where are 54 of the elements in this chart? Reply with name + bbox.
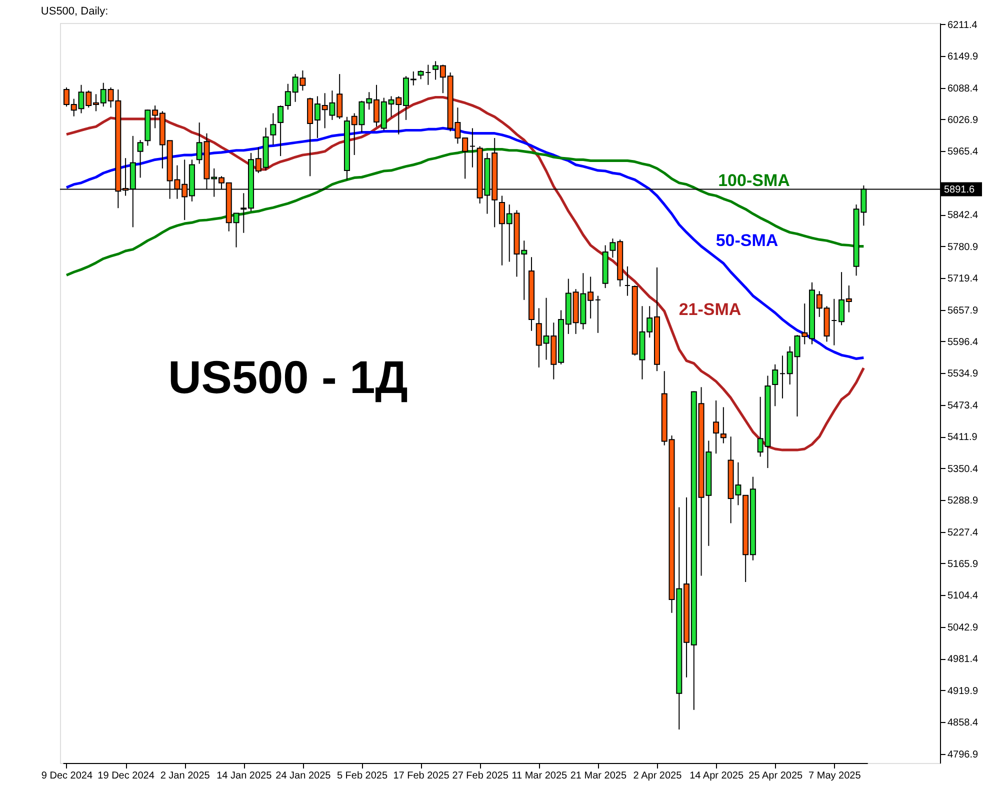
y-tick-label: 5842.4 xyxy=(948,210,979,222)
x-tick-label: 19 Dec 2024 xyxy=(98,770,155,782)
candlestick xyxy=(772,364,778,407)
y-tick-label: 5534.9 xyxy=(948,368,979,380)
series-label: 50-SMA xyxy=(716,231,778,250)
y-tick-label: 4796.9 xyxy=(948,749,979,760)
y-tick-label: 6211.4 xyxy=(948,20,978,31)
series-label: 21-SMA xyxy=(678,300,742,319)
y-tick-label: 5719.4 xyxy=(948,274,979,285)
y-tick-label: 5473.4 xyxy=(948,400,979,412)
y-tick-label: 6149.9 xyxy=(948,52,979,63)
x-tick-label: 27 Feb 2025 xyxy=(452,770,509,782)
candlestick xyxy=(624,266,630,296)
candlestick xyxy=(137,140,144,178)
candlestick xyxy=(720,406,726,444)
candlestick xyxy=(779,355,786,399)
y-tick-label: 5227.4 xyxy=(948,527,979,538)
y-tick-label: 4858.4 xyxy=(948,718,979,729)
y-tick-label: 5780.9 xyxy=(948,242,979,253)
x-tick-label: 2 Apr 2025 xyxy=(633,770,682,782)
y-tick-label: 5657.9 xyxy=(948,305,979,316)
x-tick-label: 5 Feb 2025 xyxy=(336,770,388,782)
candlestick xyxy=(469,128,476,168)
y-tick-label: 5165.9 xyxy=(948,558,979,570)
x-tick-label: 11 Mar 2025 xyxy=(512,770,568,782)
y-tick-label: 4919.9 xyxy=(948,686,979,697)
x-tick-label: 24 Jan 2025 xyxy=(276,770,332,782)
y-tick-label: 5965.4 xyxy=(948,146,979,158)
y-tick-label: 4981.4 xyxy=(948,654,979,666)
x-tick-label: 9 Dec 2024 xyxy=(41,770,93,782)
y-tick-label: 6026.9 xyxy=(948,114,979,126)
annotation: US500 - 1Д xyxy=(168,351,408,403)
y-tick-label: 5596.4 xyxy=(948,336,979,348)
y-tick-label: 5104.4 xyxy=(948,590,979,602)
y-tick-label: 6088.4 xyxy=(948,83,979,94)
x-tick-label: 17 Feb 2025 xyxy=(393,770,450,782)
x-tick-label: 25 Apr 2025 xyxy=(748,770,804,782)
x-tick-label: 21 Mar 2025 xyxy=(570,770,627,782)
candlestick xyxy=(713,400,720,454)
x-tick-label: 2 Jan 2025 xyxy=(160,770,210,782)
line-series xyxy=(65,96,865,452)
ref-line-label: 5891.6 xyxy=(944,184,976,196)
y-tick-label: 5042.9 xyxy=(948,622,979,634)
candlestick xyxy=(278,105,284,157)
x-tick-label: 7 May 2025 xyxy=(808,770,862,782)
x-tick-label: 14 Jan 2025 xyxy=(216,770,272,782)
y-tick-label: 5350.4 xyxy=(948,464,979,475)
chart-title: US500, Daily: xyxy=(40,5,108,18)
candlestick xyxy=(270,112,276,146)
candlestick xyxy=(594,295,601,334)
y-tick-label: 5288.9 xyxy=(948,496,979,507)
y-tick-label: 5411.9 xyxy=(948,432,978,444)
series-label: 100-SMA xyxy=(718,171,790,190)
x-tick-label: 14 Apr 2025 xyxy=(690,770,744,782)
